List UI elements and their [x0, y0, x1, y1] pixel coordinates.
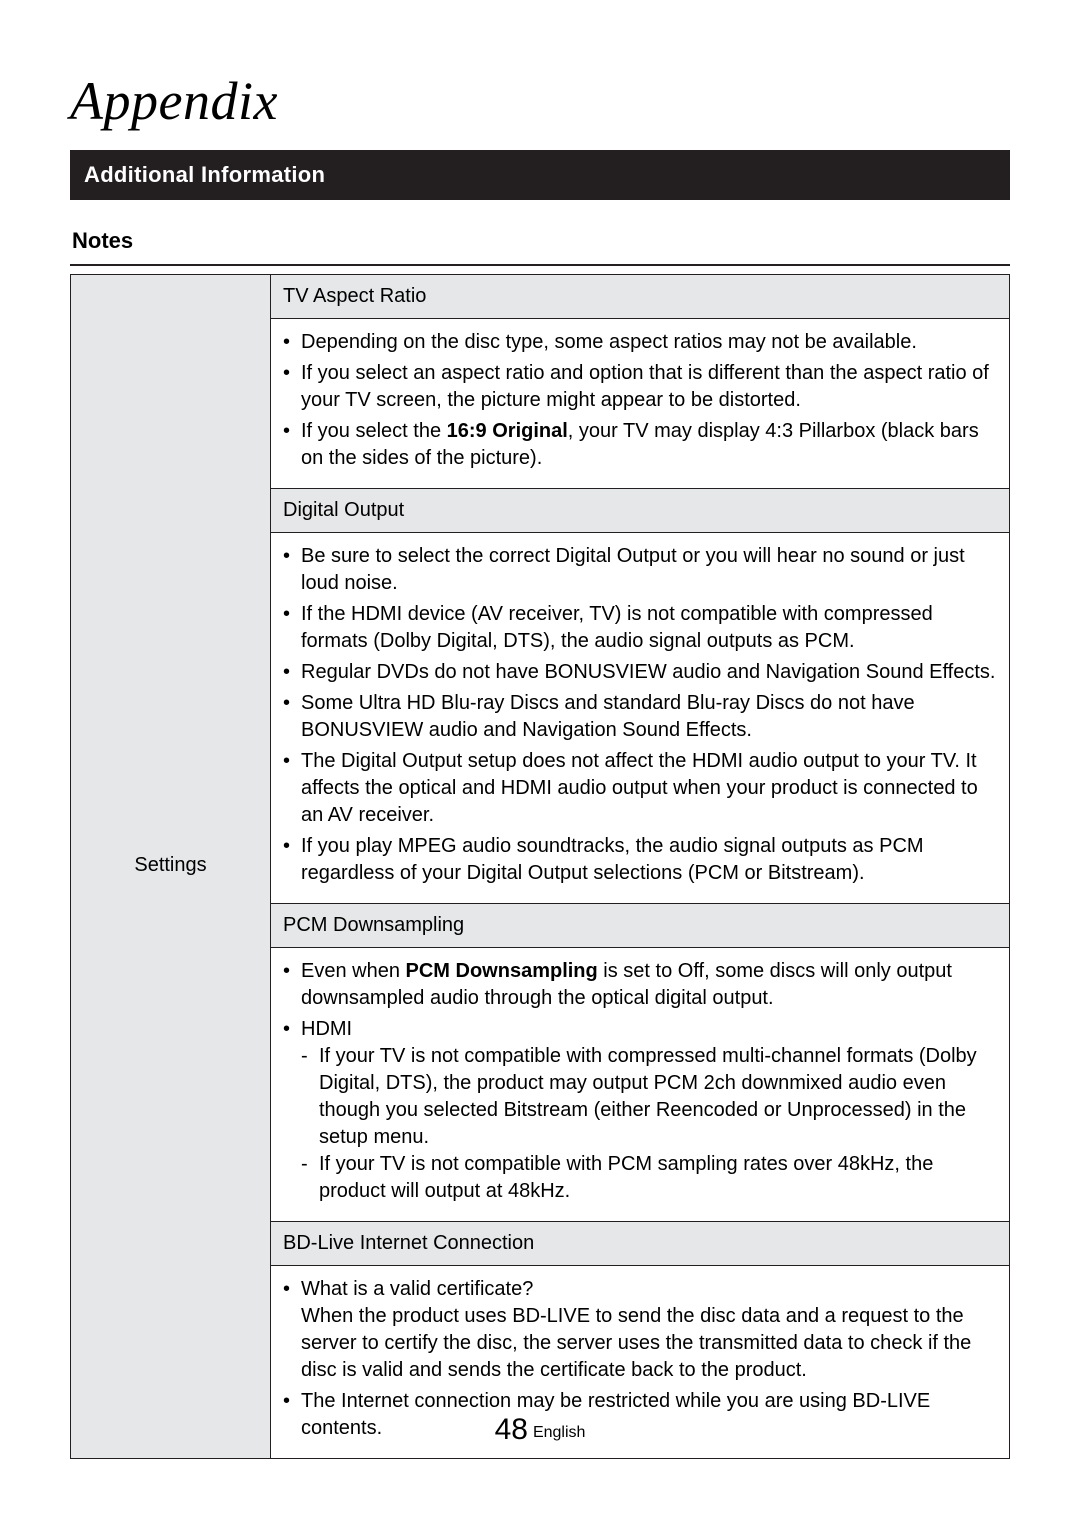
- settings-row-label: Settings: [71, 275, 271, 1459]
- page-number: 48: [495, 1413, 528, 1446]
- list-item: If you select the 16:9 Original, your TV…: [283, 418, 997, 472]
- group-heading: PCM Downsampling: [271, 904, 1010, 948]
- divider: [70, 264, 1010, 266]
- list-item: Even when PCM Downsampling is set to Off…: [283, 958, 997, 1012]
- group-body: Be sure to select the correct Digital Ou…: [271, 533, 1010, 904]
- list-item: HDMIIf your TV is not compatible with co…: [283, 1016, 997, 1205]
- page-container: Appendix Additional Information Notes Se…: [0, 0, 1080, 1459]
- group-heading: TV Aspect Ratio: [271, 275, 1010, 319]
- list-item: If the HDMI device (AV receiver, TV) is …: [283, 601, 997, 655]
- list-item: Depending on the disc type, some aspect …: [283, 329, 997, 356]
- list-item: What is a valid certificate?When the pro…: [283, 1276, 997, 1384]
- notes-heading: Notes: [72, 228, 1010, 254]
- group-heading: BD-Live Internet Connection: [271, 1222, 1010, 1266]
- list-item: Some Ultra HD Blu-ray Discs and standard…: [283, 690, 997, 744]
- page-title: Appendix: [70, 70, 1010, 132]
- page-language: English: [533, 1424, 585, 1441]
- sub-list-item: If your TV is not compatible with compre…: [301, 1043, 997, 1151]
- list-item: Be sure to select the correct Digital Ou…: [283, 543, 997, 597]
- group-heading: Digital Output: [271, 489, 1010, 533]
- section-header: Additional Information: [70, 150, 1010, 200]
- list-item-continuation: When the product uses BD-LIVE to send th…: [301, 1303, 997, 1384]
- sub-list-item: If your TV is not compatible with PCM sa…: [301, 1151, 997, 1205]
- settings-table: SettingsTV Aspect Ratio Depending on the …: [70, 274, 1010, 1459]
- list-item: The Digital Output setup does not affect…: [283, 748, 997, 829]
- list-item: If you select an aspect ratio and option…: [283, 360, 997, 414]
- list-item: Regular DVDs do not have BONUSVIEW audio…: [283, 659, 997, 686]
- group-body: Depending on the disc type, some aspect …: [271, 319, 1010, 489]
- group-body: Even when PCM Downsampling is set to Off…: [271, 948, 1010, 1222]
- list-item: If you play MPEG audio soundtracks, the …: [283, 833, 997, 887]
- page-footer: 48 English: [0, 1413, 1080, 1447]
